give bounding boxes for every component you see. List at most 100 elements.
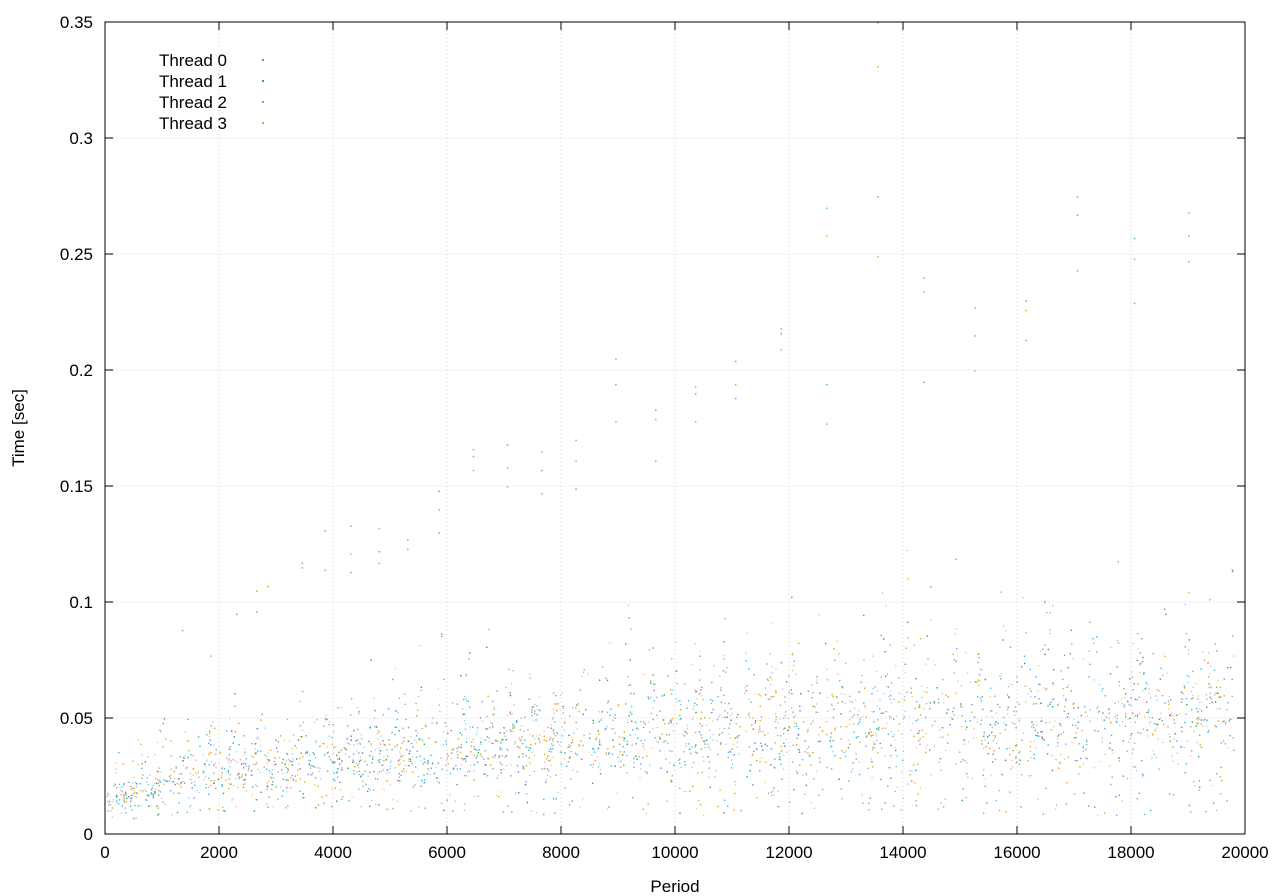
data-point: [108, 810, 110, 812]
data-point: [598, 763, 600, 765]
data-point: [1208, 703, 1210, 705]
data-point: [1172, 715, 1174, 717]
data-point: [561, 692, 563, 694]
data-point: [563, 729, 565, 731]
data-point: [648, 721, 650, 723]
data-point: [990, 774, 992, 776]
data-point: [328, 735, 330, 737]
data-point: [264, 727, 266, 729]
data-point: [510, 764, 512, 766]
data-point: [826, 668, 828, 670]
data-point: [506, 714, 509, 717]
data-point: [1201, 711, 1203, 713]
data-points: [106, 22, 1235, 820]
data-point: [895, 766, 897, 768]
data-point: [874, 743, 876, 745]
data-point: [314, 721, 316, 723]
data-point: [1062, 695, 1065, 697]
data-point: [1013, 767, 1015, 769]
data-point: [434, 742, 436, 744]
data-point: [198, 791, 200, 793]
data-point: [299, 778, 301, 780]
data-point: [794, 715, 797, 717]
data-point: [774, 721, 776, 723]
data-point: [536, 708, 539, 710]
data-point: [674, 641, 677, 643]
data-point: [943, 702, 945, 704]
data-point: [723, 655, 725, 657]
data-point: [362, 785, 364, 787]
data-point: [182, 764, 184, 766]
data-point: [669, 750, 671, 752]
data-point: [1099, 761, 1101, 763]
data-point: [283, 739, 285, 742]
data-point: [930, 619, 932, 621]
data-point: [111, 816, 113, 818]
data-point: [190, 804, 192, 807]
data-point: [797, 748, 799, 750]
data-point: [1097, 706, 1099, 708]
data-point: [1071, 742, 1073, 744]
data-point: [245, 790, 248, 792]
data-point: [228, 758, 230, 760]
data-point: [1121, 703, 1123, 705]
data-point: [202, 779, 205, 781]
data-point: [1188, 676, 1190, 678]
data-point: [182, 756, 185, 758]
data-point: [870, 758, 872, 760]
data-point: [371, 745, 373, 747]
data-point: [518, 746, 520, 748]
data-point: [514, 743, 516, 745]
data-point: [1147, 735, 1149, 737]
data-point: [796, 770, 798, 772]
data-point: [712, 720, 714, 722]
data-point: [538, 696, 541, 698]
data-point: [907, 783, 909, 785]
data-point: [815, 770, 817, 772]
data-point: [234, 760, 236, 762]
data-point: [511, 683, 513, 685]
data-point: [422, 763, 424, 766]
data-point: [286, 771, 288, 773]
data-point: [1094, 767, 1096, 769]
data-point: [897, 729, 899, 732]
data-point: [633, 762, 635, 764]
data-point: [784, 701, 786, 703]
data-point: [531, 751, 533, 753]
data-point: [771, 666, 773, 668]
data-point: [185, 767, 187, 769]
data-point: [421, 738, 423, 740]
data-point: [1215, 809, 1218, 811]
data-point: [268, 780, 270, 782]
data-point: [1030, 696, 1032, 698]
data-point: [912, 723, 914, 725]
data-point: [886, 685, 888, 688]
data-point: [808, 755, 810, 757]
data-point: [153, 783, 155, 785]
data-point: [351, 796, 353, 798]
data-point: [563, 758, 565, 760]
data-point: [889, 698, 891, 700]
data-point: [986, 715, 988, 718]
data-point: [286, 760, 288, 762]
data-point: [188, 797, 190, 799]
data-point: [361, 759, 363, 761]
data-point: [202, 754, 204, 756]
data-point: [654, 683, 656, 685]
data-point: [926, 687, 928, 689]
data-point: [890, 731, 893, 733]
data-point: [945, 749, 947, 751]
data-point: [813, 807, 815, 809]
data-point: [583, 671, 585, 673]
data-point: [1051, 755, 1053, 757]
data-point: [1089, 720, 1091, 722]
data-point: [111, 801, 113, 803]
data-point: [1199, 708, 1201, 710]
data-point: [497, 775, 500, 777]
data-point: [1183, 685, 1185, 687]
data-point: [736, 746, 738, 748]
data-point: [670, 719, 672, 721]
data-point: [152, 784, 154, 786]
data-point: [887, 674, 889, 676]
data-point: [634, 734, 636, 736]
